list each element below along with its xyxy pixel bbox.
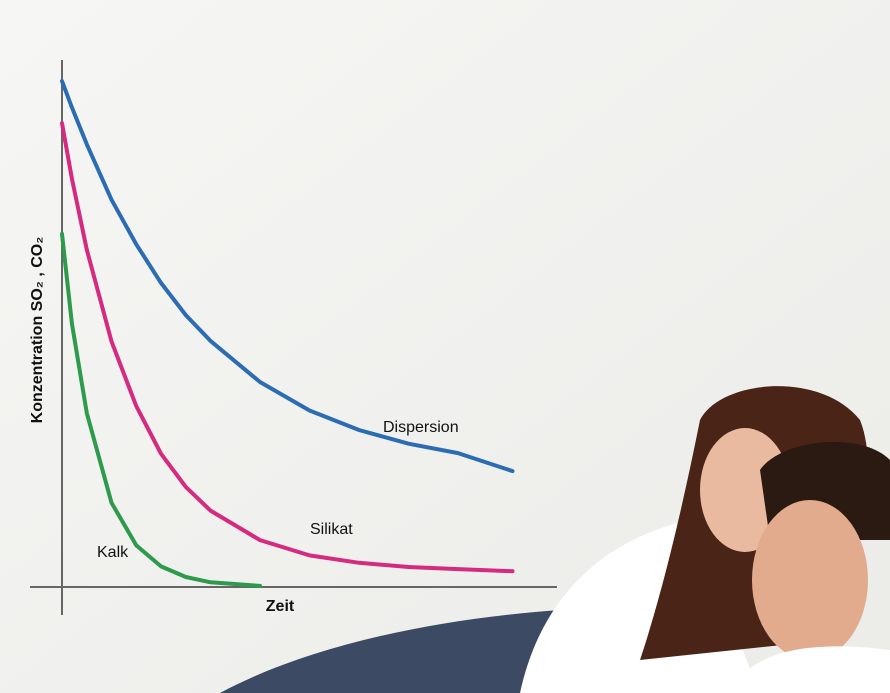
x-axis-label: Zeit [266,598,295,615]
series-label: Silikat [310,521,353,538]
photo [220,386,890,693]
y-axis-label: Konzentration SO₂ , CO₂ [29,237,46,424]
series-line [60,121,515,574]
series-line [60,231,262,588]
series-label: Dispersion [383,419,459,436]
series-label: Kalk [97,544,129,561]
series-line [60,79,515,474]
